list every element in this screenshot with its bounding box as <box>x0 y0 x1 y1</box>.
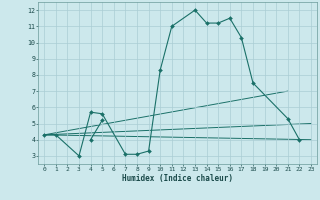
X-axis label: Humidex (Indice chaleur): Humidex (Indice chaleur) <box>122 174 233 183</box>
